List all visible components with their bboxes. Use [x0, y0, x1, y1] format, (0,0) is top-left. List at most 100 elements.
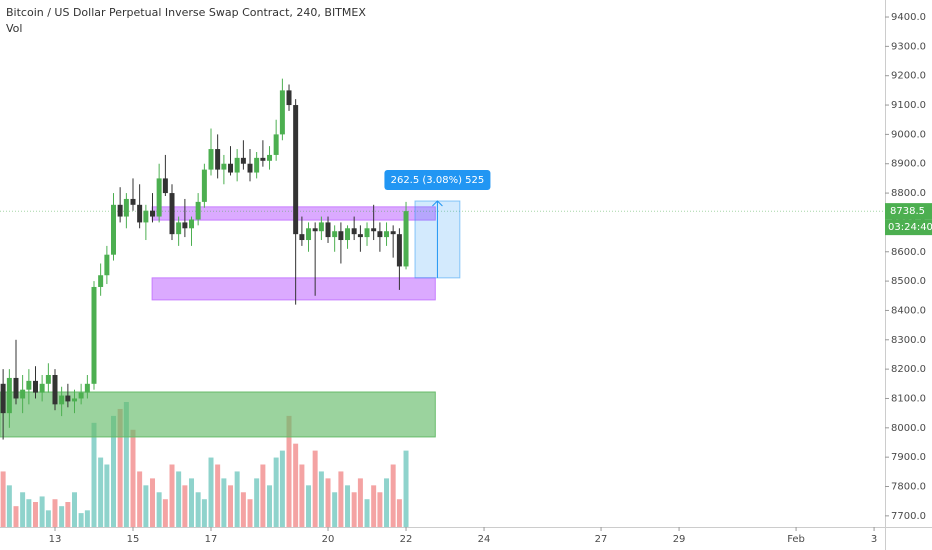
volume-bar: [162, 499, 168, 527]
volume-bar: [65, 502, 71, 527]
volume-bar: [182, 485, 188, 527]
candle-body: [390, 231, 396, 235]
volume-bar: [279, 450, 285, 527]
volume-bar: [357, 478, 363, 527]
y-tick-label: 9000.0: [891, 129, 926, 140]
y-tick-label: 8400.0: [891, 305, 926, 316]
y-tick-label: 8600.0: [891, 247, 926, 258]
candle-body: [78, 392, 84, 399]
volume-bar: [371, 485, 377, 527]
x-tick-label: 22: [400, 534, 413, 545]
candle-body: [182, 222, 188, 229]
volume-bar: [143, 485, 149, 527]
candle-body: [117, 204, 123, 217]
volume-bar: [156, 492, 162, 527]
candle-body: [325, 222, 331, 238]
volume-bar: [260, 464, 266, 527]
candle-body: [189, 219, 195, 229]
candle-body: [137, 204, 143, 223]
candle-body: [13, 377, 19, 399]
countdown-bg: [885, 219, 932, 236]
candle-body: [273, 134, 279, 155]
y-tick-label: 7700.0: [891, 511, 926, 522]
y-tick-label: 8200.0: [891, 364, 926, 375]
volume-bar: [137, 471, 143, 527]
volume-bar: [130, 429, 136, 527]
candle-body: [84, 383, 90, 393]
candle-body: [130, 198, 136, 205]
candle-body: [254, 157, 260, 173]
volume-bar: [72, 492, 77, 527]
volume-bar: [176, 471, 182, 527]
y-tick-label: 8000.0: [891, 423, 926, 434]
candle-body: [32, 380, 38, 393]
x-tick-label: 24: [478, 534, 491, 545]
candle-body: [72, 398, 77, 402]
candle-body: [260, 157, 266, 161]
candle-body: [345, 228, 351, 241]
volume-bar: [286, 415, 292, 527]
candle-body: [162, 178, 168, 194]
volume-bar: [325, 478, 331, 527]
volume-bar: [338, 471, 344, 527]
x-tick-label: 15: [127, 534, 140, 545]
candle-body: [45, 375, 51, 384]
volume-bar: [377, 492, 383, 527]
y-tick-label: 9200.0: [891, 71, 926, 82]
candle-body: [279, 90, 285, 135]
volume-bar: [293, 443, 299, 527]
volume-bar: [45, 510, 51, 527]
volume-bar: [254, 478, 260, 527]
candle-body: [91, 286, 97, 384]
x-tick-label: Feb: [787, 534, 805, 545]
volume-bar: [364, 499, 370, 527]
candle-body: [59, 395, 65, 405]
candle-body: [26, 380, 32, 390]
y-tick-label: 9400.0: [891, 12, 926, 23]
candle-body: [318, 222, 324, 232]
candle-body: [299, 234, 305, 241]
measure-arrowhead: [432, 200, 443, 207]
candle-body: [65, 395, 71, 402]
candle-body: [143, 210, 149, 223]
candle-body: [247, 163, 253, 173]
candle-body: [228, 163, 234, 173]
candle-body: [176, 222, 182, 235]
candle-body: [39, 383, 45, 393]
candle-body: [377, 231, 383, 238]
candle-body: [201, 169, 207, 202]
volume-bar: [390, 464, 396, 527]
y-tick-label: 8100.0: [891, 393, 926, 404]
x-tick-label: 20: [322, 534, 335, 545]
volume-bar: [117, 408, 123, 527]
volume-bar: [150, 478, 156, 527]
candle-body: [169, 193, 175, 235]
y-tick-label: 8500.0: [891, 276, 926, 287]
volume-bar: [403, 450, 409, 527]
y-tick-label: 7800.0: [891, 482, 926, 493]
x-tick-label: 17: [205, 534, 218, 545]
y-tick-label: 8900.0: [891, 159, 926, 170]
candle-body: [267, 154, 273, 161]
chart-title: Bitcoin / US Dollar Perpetual Inverse Sw…: [6, 6, 366, 19]
volume-bar: [13, 506, 19, 527]
y-tick-label: 7900.0: [891, 452, 926, 463]
volume-bar: [273, 457, 279, 527]
volume-bar: [78, 513, 84, 527]
volume-bar: [0, 471, 6, 527]
volume-bar: [306, 485, 312, 527]
volume-bar: [318, 471, 324, 527]
volume-bar: [20, 492, 26, 527]
volume-bar: [201, 499, 207, 527]
volume-bar: [189, 478, 195, 527]
volume-bar: [123, 402, 129, 527]
candle-body: [338, 231, 344, 241]
y-tick-label: 8300.0: [891, 335, 926, 346]
volume-bar: [111, 415, 116, 527]
volume-bar: [32, 502, 38, 527]
candle-body: [156, 178, 162, 217]
y-tick-label: 9300.0: [891, 41, 926, 52]
volume-bar: [26, 499, 32, 527]
volume-bar: [351, 492, 357, 527]
